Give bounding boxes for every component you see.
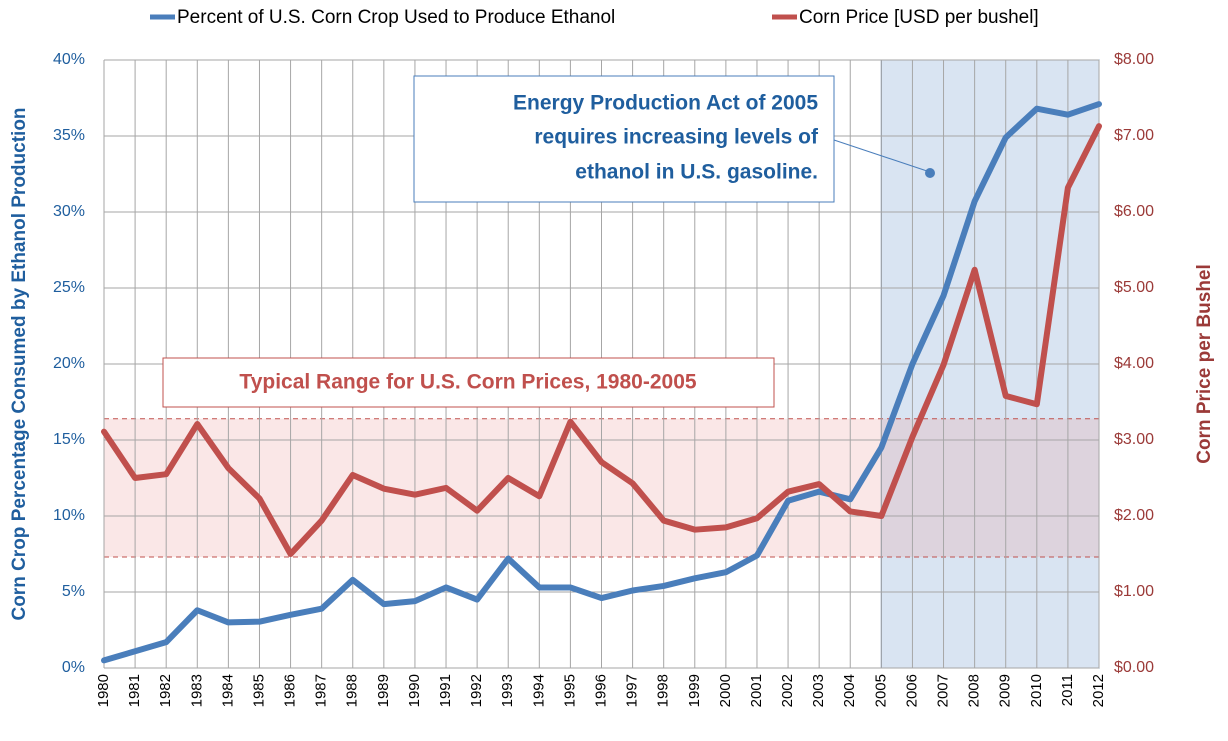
x-tick-label: 2010 [1028,674,1045,707]
annotation-text: Energy Production Act of 2005 [513,92,818,115]
x-tick-label: 1986 [282,674,299,707]
x-tick-label: 2001 [748,674,765,707]
x-tick-label: 1984 [219,674,236,707]
callout-dot [925,168,935,178]
x-tick-label: 1983 [188,674,205,707]
x-tick-label: 2008 [966,674,983,707]
x-tick-label: 1997 [624,674,641,707]
annotation-layer: Energy Production Act of 2005 requires i… [9,75,1215,621]
y2-tick-label: $8.00 [1114,51,1154,68]
y-axis-title: Corn Crop Percentage Consumed by Ethanol… [9,107,30,620]
annotation-box [413,75,835,203]
x-tick-label: 1982 [157,674,174,707]
series-line [101,123,1102,557]
y2-axis-title: Corn Price per Bushel [1194,264,1215,464]
x-tick-label: 1992 [468,674,485,707]
legend-label: Percent of U.S. Corn Crop Used to Produc… [177,7,615,28]
x-tick-label: 2000 [717,674,734,707]
y-tick-label: 15% [53,431,85,448]
y2-tick-label: $4.00 [1114,355,1154,372]
y2-tick-label: $2.00 [1114,507,1154,524]
y-tick-label: 25% [53,279,85,296]
x-tick-label: 2007 [935,674,952,707]
y-tick-label: 40% [53,51,85,68]
x-tick-label: 1981 [126,674,143,707]
x-tick-label: 1980 [95,674,112,707]
x-tick-label: 2006 [903,674,920,707]
line-layer [101,101,1102,664]
y-tick-label: 30% [53,203,85,220]
x-tick-label: 2002 [779,674,796,707]
y2-tick-label: $1.00 [1114,583,1154,600]
y2-tick-label: $6.00 [1114,203,1154,220]
x-tick-label: 1987 [313,674,330,707]
y-tick-label: 0% [62,659,85,676]
x-tick-label: 2012 [1090,674,1107,707]
x-tick-label: 2011 [1059,674,1076,706]
x-tick-label: 1994 [530,674,547,707]
x-tick-label: 2005 [872,674,889,707]
x-tick-label: 1998 [655,674,672,707]
x-tick-label: 1985 [250,674,267,707]
y-tick-label: 35% [53,127,85,144]
y-tick-label: 10% [53,507,85,524]
legend-label: Corn Price [USD per bushel] [799,7,1039,28]
y2-tick-label: $3.00 [1114,431,1154,448]
x-tick-label: 1991 [437,674,454,707]
x-tick-label: 1990 [406,674,423,707]
x-tick-label: 1993 [499,674,516,707]
x-tick-label: 2009 [997,674,1014,707]
x-tick-label: 1988 [344,674,361,707]
callout-line [833,139,931,173]
annotation-text: ethanol in U.S. gasoline. [575,161,818,184]
x-tick-label: 1995 [561,674,578,707]
annotation-text: requires increasing levels of [534,126,819,149]
y-tick-label: 20% [53,355,85,372]
x-tick-label: 2003 [810,674,827,707]
x-tick-label: 2004 [841,674,858,707]
annotation-box [162,357,775,408]
x-tick-label: 1996 [592,674,609,707]
y2-tick-label: $7.00 [1114,127,1154,144]
y2-tick-label: $5.00 [1114,279,1154,296]
series-line [101,101,1102,664]
x-tick-label: 1999 [686,674,703,707]
y-tick-label: 5% [62,583,85,600]
annotation-text: Typical Range for U.S. Corn Prices, 1980… [239,371,696,394]
x-tick-label: 1989 [375,674,392,707]
y2-tick-label: $0.00 [1114,659,1154,676]
